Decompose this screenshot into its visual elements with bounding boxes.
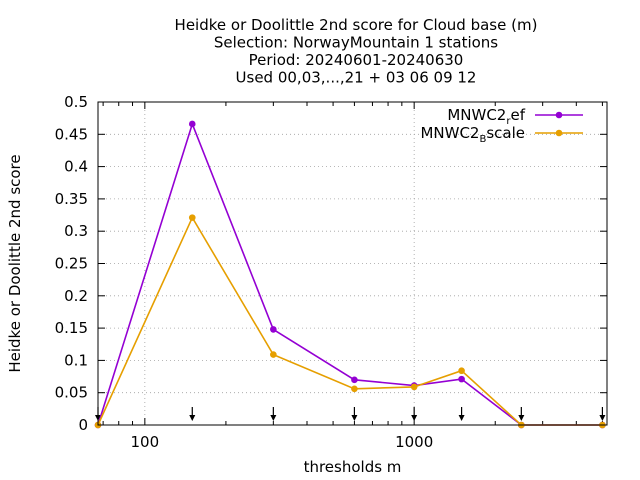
series-1-point — [458, 367, 465, 375]
series-1-point — [410, 383, 418, 391]
title-line-0: Heidke or Doolittle 2nd score for Cloud … — [175, 16, 538, 34]
threshold-arrow-head — [518, 415, 525, 421]
legend-name-rest: ef — [510, 106, 525, 124]
legend-name-rest: scale — [486, 124, 525, 142]
grid — [98, 102, 607, 425]
series-0-point — [270, 326, 277, 333]
threshold-arrow-head — [599, 415, 606, 421]
y-tick-label: 0.15 — [55, 319, 88, 337]
legend-name-main: MNWC2 — [420, 124, 479, 142]
series-0-point — [188, 120, 196, 128]
series — [94, 120, 606, 429]
threshold-arrow-head — [351, 415, 358, 421]
x-axis-label: thresholds m — [304, 458, 402, 476]
series-1-point — [270, 351, 277, 358]
y-tick-label: 0.45 — [55, 125, 88, 143]
y-tick-label: 0.05 — [55, 384, 88, 402]
y-tick-label: 0.25 — [55, 255, 88, 273]
y-tick-label: 0.3 — [64, 222, 88, 240]
threshold-arrow-head — [189, 415, 196, 421]
legend-label-0: MNWC2ref — [447, 106, 525, 127]
series-line-1 — [97, 215, 603, 426]
y-tick-label: 0.1 — [64, 351, 88, 369]
legend-swatch-point-1 — [555, 129, 563, 137]
chart-title: Heidke or Doolittle 2nd score for Cloud … — [175, 16, 538, 87]
y-tick-label: 0.4 — [64, 158, 88, 176]
legend-swatch-point-0 — [555, 111, 563, 119]
title-line-3: Used 00,03,...,21 + 03 06 09 12 — [236, 69, 477, 87]
threshold-arrow-head — [458, 415, 465, 421]
legend-name-main: MNWC2 — [447, 106, 506, 124]
x-tick-label: 100 — [131, 433, 160, 451]
series-0-point — [351, 376, 358, 384]
y-tick-label: 0.35 — [55, 190, 88, 208]
y-tick-label: 0.5 — [64, 93, 88, 111]
legend-name-sub: B — [479, 134, 486, 145]
y-tick-label: 0.2 — [64, 287, 88, 305]
threshold-markers — [95, 407, 606, 421]
series-1-point — [188, 214, 196, 221]
threshold-arrow-head — [411, 415, 418, 421]
x-tick-label: 1000 — [395, 433, 433, 451]
series-line-0 — [97, 121, 603, 426]
legend-name-sub: r — [506, 116, 511, 127]
plot-frame — [97, 101, 608, 426]
y-axis-ticks: 0 0.05 0.1 0.15 0.2 0.25 0.3 0.35 0.4 0.45 0.5 — [55, 93, 607, 434]
x-axis-ticks: 100 1000 — [102, 102, 603, 451]
title-line-1: Selection: NorwayMountain 1 stations — [214, 34, 498, 52]
legend-label-1: MNWC2Bscale — [420, 124, 525, 145]
y-tick-label: 0 — [78, 416, 88, 434]
y-axis-label: Heidke or Doolittle 2nd score — [6, 154, 24, 372]
series-1-point — [351, 385, 358, 393]
title-line-2: Period: 20240601-20240630 — [249, 51, 464, 69]
threshold-arrow-head — [270, 415, 277, 421]
series-0-point — [458, 375, 465, 383]
